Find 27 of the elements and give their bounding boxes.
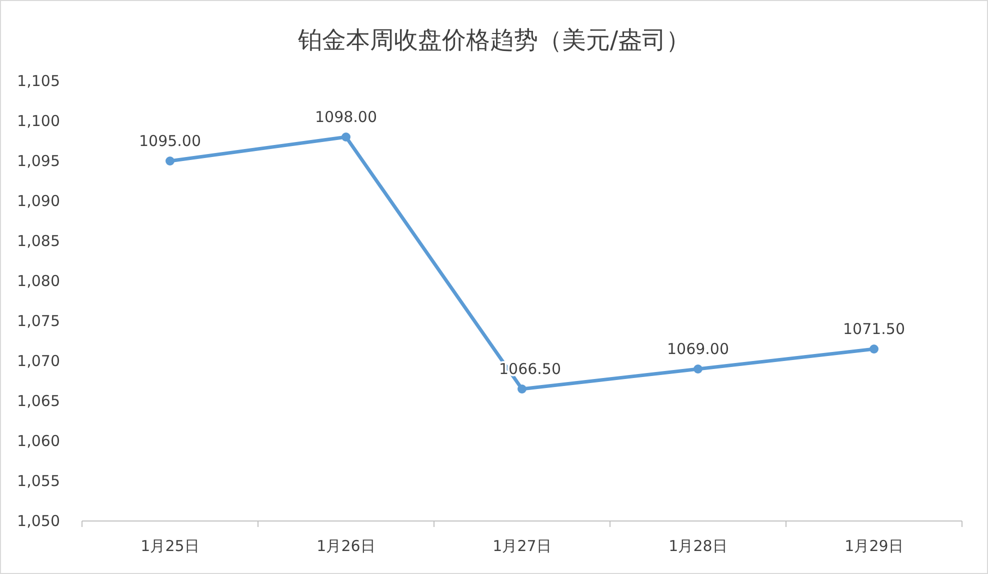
point [342, 132, 350, 142]
point [694, 364, 702, 374]
point [518, 384, 526, 394]
x-tick-label: 1月29日 [844, 537, 904, 555]
data-label: 1095.00 [138, 132, 202, 150]
y-tick-label: 1,065 [17, 392, 60, 410]
point [870, 344, 878, 354]
point [166, 156, 174, 166]
title: 铂金本周收盘价格趋势（美元/盎司） [298, 26, 690, 54]
data-label: 1098.00 [314, 108, 378, 126]
data-label: 1071.50 [842, 320, 906, 338]
y-tick-label: 1,055 [17, 472, 60, 490]
y-tick-label: 1,080 [17, 272, 60, 290]
y-tick-label: 1,060 [17, 432, 60, 450]
y-tick-label: 1,095 [17, 152, 60, 170]
y-tick-label: 1,090 [17, 192, 60, 210]
x-tick-label: 1月27日 [492, 537, 552, 555]
y-tick-label: 1,105 [17, 72, 60, 90]
x-tick-label: 1月28日 [668, 537, 728, 555]
y-tick-label: 1,100 [17, 112, 60, 130]
data-label: 1069.00 [666, 340, 730, 358]
y-tick-label: 1,085 [17, 232, 60, 250]
x-tick-label: 1月25日 [140, 537, 200, 555]
y-tick-label: 1,070 [17, 352, 60, 370]
x-tick-label: 1月26日 [316, 537, 376, 555]
y-tick-label: 1,050 [17, 512, 60, 530]
y-tick-label: 1,075 [17, 312, 60, 330]
